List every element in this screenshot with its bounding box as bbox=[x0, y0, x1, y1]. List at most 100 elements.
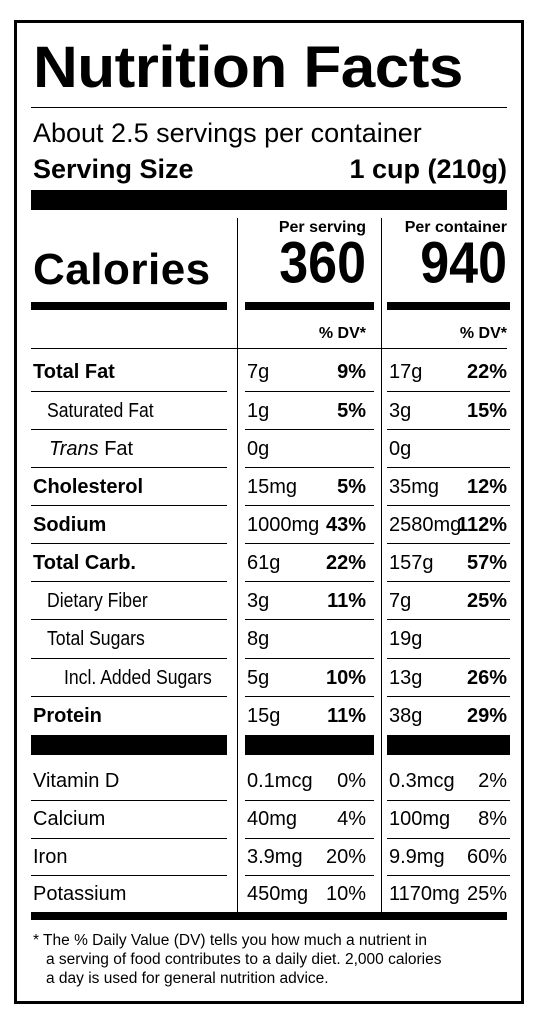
nutrient-label: Total Fat bbox=[33, 360, 115, 384]
dv-header-divider bbox=[31, 348, 507, 349]
container-dv: 29% bbox=[466, 705, 507, 727]
title-divider bbox=[31, 107, 507, 108]
row-divider-left bbox=[31, 658, 227, 659]
vitamin-container-dv: 2% bbox=[478, 770, 507, 792]
calories-bar-middle bbox=[245, 302, 374, 310]
servings-per-container: About 2.5 servings per container bbox=[33, 118, 422, 148]
footnote-line-2: a serving of food contributes to a daily… bbox=[46, 951, 442, 968]
row-divider-right bbox=[387, 658, 510, 659]
vitamin-label: Potassium bbox=[33, 883, 127, 905]
vitamin-container-amount: 1170mg bbox=[389, 883, 460, 905]
row-divider-middle bbox=[245, 696, 374, 697]
dv-header-serving: % DV* bbox=[318, 325, 366, 342]
nutrient-label: Total Carb. bbox=[33, 551, 136, 575]
vitamins-bar-middle bbox=[245, 735, 374, 755]
footnote: * The % Daily Value (DV) tells you how m… bbox=[33, 931, 513, 988]
row-divider-left bbox=[31, 543, 227, 544]
serving-size-value: 1 cup (210g) bbox=[349, 154, 507, 184]
serving-dv: 43% bbox=[325, 514, 366, 536]
container-amount: 7g bbox=[389, 590, 412, 612]
nutrient-label-text: Total Carb. bbox=[33, 552, 136, 574]
footnote-line-3: a day is used for general nutrition advi… bbox=[46, 970, 329, 987]
serving-amount: 5g bbox=[247, 667, 270, 689]
container-dv: 15% bbox=[466, 400, 507, 422]
row-divider-left bbox=[31, 619, 227, 620]
per-serving-header: Per serving bbox=[278, 219, 366, 236]
row-divider-right bbox=[387, 619, 510, 620]
column-separator-left bbox=[237, 218, 238, 913]
calories-label: Calories bbox=[33, 245, 211, 294]
vitamins-bar-right bbox=[387, 735, 510, 755]
row-divider-right bbox=[387, 505, 510, 506]
container-amount: 17g bbox=[389, 361, 423, 383]
serving-amount: 1000mg bbox=[247, 514, 320, 536]
row-divider-middle bbox=[245, 467, 374, 468]
serving-dv: 5% bbox=[337, 400, 366, 422]
footnote-bar bbox=[31, 912, 507, 920]
serving-size-label: Serving Size bbox=[33, 154, 194, 184]
vitamin-divider-middle bbox=[245, 800, 374, 801]
vitamin-serving-dv: 0% bbox=[337, 770, 366, 792]
serving-size-bar bbox=[31, 190, 507, 210]
container-amount: 3g bbox=[389, 400, 412, 422]
serving-amount: 15mg bbox=[247, 476, 298, 498]
vitamin-container-amount: 0.3mcg bbox=[389, 770, 455, 792]
vitamin-serving-amount: 0.1mcg bbox=[247, 770, 313, 792]
row-divider-right bbox=[387, 581, 510, 582]
row-divider-middle bbox=[245, 619, 374, 620]
vitamin-divider-left bbox=[31, 800, 227, 801]
vitamin-label: Calcium bbox=[33, 808, 106, 830]
container-amount: 157g bbox=[389, 552, 434, 574]
serving-dv: 5% bbox=[337, 476, 366, 498]
vitamin-serving-amount: 450mg bbox=[247, 883, 309, 905]
row-divider-middle bbox=[245, 543, 374, 544]
vitamin-serving-dv: 10% bbox=[325, 883, 366, 905]
vitamin-container-amount: 100mg bbox=[389, 808, 451, 830]
vitamin-serving-amount: 3.9mg bbox=[247, 846, 303, 868]
serving-amount: 0g bbox=[247, 438, 270, 460]
nutrient-label-text: Protein bbox=[33, 705, 102, 727]
container-amount: 13g bbox=[389, 667, 423, 689]
container-amount: 35mg bbox=[389, 476, 440, 498]
nutrition-facts-label: Nutrition Facts About 2.5 servings per c… bbox=[14, 20, 524, 1004]
nutrient-label-text: Total Sugars bbox=[47, 628, 145, 650]
row-divider-right bbox=[387, 429, 510, 430]
row-divider-left bbox=[31, 429, 227, 430]
container-dv: 25% bbox=[466, 590, 507, 612]
serving-amount: 1g bbox=[247, 400, 270, 422]
row-divider-right bbox=[387, 391, 510, 392]
nutrient-label: Dietary Fiber bbox=[47, 589, 161, 613]
nutrient-label: Trans Fat bbox=[49, 437, 133, 461]
container-dv: 26% bbox=[466, 667, 507, 689]
row-divider-right bbox=[387, 543, 510, 544]
serving-dv: 9% bbox=[337, 361, 366, 383]
vitamin-label: Iron bbox=[33, 846, 68, 868]
vitamin-container-amount: 9.9mg bbox=[389, 846, 445, 868]
container-amount: 19g bbox=[389, 628, 423, 650]
row-divider-middle bbox=[245, 429, 374, 430]
row-divider-left bbox=[31, 581, 227, 582]
vitamin-divider-right bbox=[387, 800, 510, 801]
vitamin-divider-middle bbox=[245, 838, 374, 839]
label-title: Nutrition Facts bbox=[33, 35, 463, 100]
row-divider-left bbox=[31, 391, 227, 392]
footnote-line-1: * The % Daily Value (DV) tells you how m… bbox=[33, 932, 427, 949]
vitamin-serving-dv: 20% bbox=[325, 846, 366, 868]
row-divider-left bbox=[31, 505, 227, 506]
vitamin-label: Vitamin D bbox=[33, 770, 120, 792]
vitamin-divider-right bbox=[387, 838, 510, 839]
per-container-header: Per container bbox=[404, 219, 507, 236]
vitamin-serving-dv: 4% bbox=[337, 808, 366, 830]
nutrient-label-text: Sodium bbox=[33, 514, 107, 536]
vitamin-container-dv: 8% bbox=[478, 808, 507, 830]
container-amount: 38g bbox=[389, 705, 423, 727]
vitamin-divider-right bbox=[387, 875, 510, 876]
nutrient-label-text: Saturated Fat bbox=[47, 400, 154, 422]
container-dv: 112% bbox=[456, 514, 507, 536]
nutrient-label-text: Dietary Fiber bbox=[47, 590, 148, 612]
container-dv: 12% bbox=[466, 476, 507, 498]
vitamin-divider-left bbox=[31, 875, 227, 876]
nutrient-label: Incl. Added Sugars bbox=[64, 666, 232, 690]
nutrient-label: Sodium bbox=[33, 513, 106, 537]
nutrient-label: Saturated Fat bbox=[47, 399, 168, 423]
